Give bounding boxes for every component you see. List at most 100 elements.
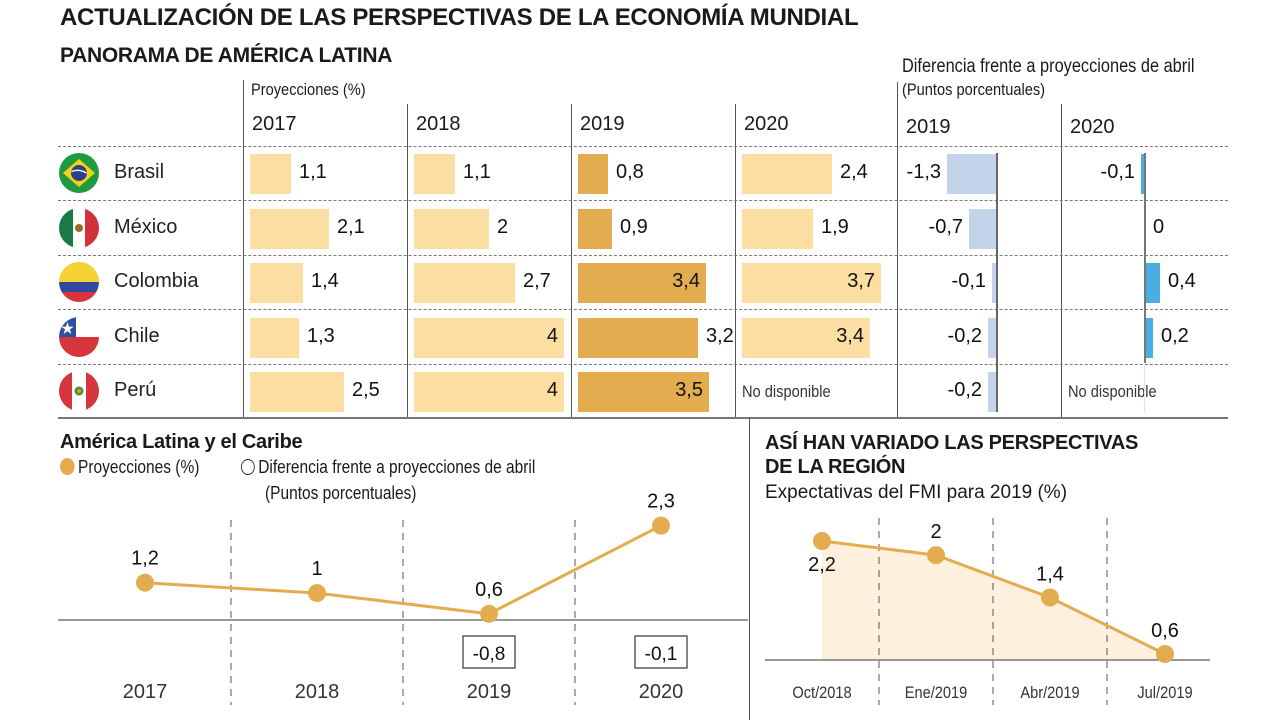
projection-value: 4 — [546, 325, 558, 347]
region-title-line2: DE LA REGIÓN — [765, 456, 906, 478]
col-header-diff-2019: 2019 — [906, 116, 951, 138]
country-name-mexico: México — [114, 216, 178, 238]
projection-value-label: 1 — [311, 558, 322, 580]
peru-flag-icon — [59, 371, 99, 411]
main-title: ACTUALIZACIÓN DE LAS PERSPECTIVAS DE LA … — [60, 4, 859, 31]
region-title-line1: ASÍ HAN VARIADO LAS PERSPECTIVAS — [765, 432, 1139, 454]
country-name-brasil: Brasil — [114, 161, 165, 183]
legend-difference-label: Diferencia frente a proyecciones de abri… — [258, 457, 536, 477]
projection-value: 1,9 — [821, 216, 849, 238]
diff-2020-bar — [1145, 318, 1153, 358]
expectation-point — [813, 532, 831, 550]
region-subtitle: Expectativas del FMI para 2019 (%) — [765, 482, 1068, 503]
projection-value: 3,7 — [847, 270, 875, 292]
diff-2019-value: -1,3 — [906, 161, 941, 183]
section-subtitle: PANORAMA DE AMÉRICA LATINA — [60, 44, 393, 67]
projection-bar — [414, 209, 489, 249]
expectation-value-label: 1,4 — [1036, 564, 1064, 586]
difference-box — [634, 635, 688, 669]
column-divider — [243, 80, 244, 418]
col-header-2018: 2018 — [416, 113, 461, 135]
expectation-value-label: 2 — [930, 521, 941, 543]
projection-bar — [250, 372, 344, 412]
projection-value: 4 — [546, 379, 558, 401]
projection-value: 1,3 — [307, 325, 335, 347]
col-header-2019: 2019 — [580, 113, 625, 135]
country-name-colombia: Colombia — [114, 270, 199, 292]
x-tick-label: Abr/2019 — [1020, 684, 1079, 702]
projection-bar — [250, 318, 299, 358]
legend-projections: Proyecciones (%) — [60, 457, 199, 478]
column-divider — [571, 104, 572, 418]
projection-bar — [578, 154, 608, 194]
expectation-point — [1156, 645, 1174, 663]
projection-point — [652, 516, 670, 535]
projection-bar — [742, 263, 881, 303]
x-tick-label: Oct/2018 — [792, 684, 851, 702]
brazil-flag-icon — [59, 153, 99, 193]
legend-dot-icon — [60, 458, 75, 475]
x-tick-label: Jul/2019 — [1137, 684, 1192, 702]
projection-point — [480, 604, 498, 623]
region-title: ASÍ HAN VARIADO LAS PERSPECTIVAS DE LA R… — [765, 431, 1138, 479]
diff-2019-value: -0,2 — [947, 379, 982, 401]
projection-bar — [414, 154, 455, 194]
projection-value-label: 2,3 — [647, 491, 675, 513]
diff-2019-bar — [992, 263, 996, 303]
projection-line — [144, 524, 662, 616]
projection-value: 3,2 — [706, 325, 734, 347]
diff-2019-value: -0,1 — [951, 270, 986, 292]
projection-value-label: 0,6 — [475, 579, 503, 601]
latam-title: América Latina y el Caribe — [60, 431, 303, 453]
diff-2019-bar — [988, 318, 996, 358]
projection-value: 1,1 — [299, 161, 327, 183]
projection-value: 1,1 — [463, 161, 491, 183]
table-bottom-border — [58, 417, 1228, 419]
x-tick-label: 2018 — [295, 681, 340, 703]
expectation-point — [1041, 588, 1059, 607]
projection-value: 2,1 — [337, 216, 365, 238]
projection-value: 3,4 — [672, 270, 700, 292]
row-divider — [58, 146, 1228, 147]
projection-bar — [578, 372, 709, 412]
expectation-line — [821, 539, 1166, 656]
projection-value: 0,8 — [616, 161, 644, 183]
not-available-label: No disponible — [742, 382, 831, 401]
diff-2020-value: 0,2 — [1161, 325, 1189, 347]
row-divider — [58, 255, 1228, 256]
diff-2020-value: -0,1 — [1100, 161, 1135, 183]
diff-2019-value: -0,7 — [928, 216, 963, 238]
projection-value: 3,5 — [675, 379, 703, 401]
projection-bar — [742, 154, 832, 194]
projection-bar — [742, 209, 813, 249]
not-available-label: No disponible — [1068, 382, 1157, 401]
projection-value-label: 1,2 — [131, 548, 159, 570]
diff-2020-bar — [1145, 263, 1160, 303]
projection-bar — [578, 209, 612, 249]
column-divider — [407, 104, 408, 418]
x-tick-label: 2020 — [639, 681, 684, 703]
projection-bar — [578, 263, 706, 303]
projection-value: 3,4 — [836, 325, 864, 347]
row-divider — [58, 364, 1228, 365]
x-tick-label: 2017 — [123, 681, 168, 703]
diff-2019-zero-axis — [996, 153, 998, 412]
diff-2020-bar — [1141, 154, 1145, 194]
col-header-2017: 2017 — [252, 113, 297, 135]
projection-bar — [250, 154, 291, 194]
projection-value: 2,5 — [352, 379, 380, 401]
x-tick-label: 2019 — [467, 681, 512, 703]
projection-value: 2,7 — [523, 270, 551, 292]
mexico-flag-icon — [59, 208, 99, 248]
column-divider — [1061, 104, 1062, 418]
legend-difference: Diferencia frente a proyecciones de abri… — [241, 457, 535, 478]
row-divider — [58, 309, 1228, 310]
diff-2019-value: -0,2 — [947, 325, 982, 347]
projection-point — [308, 584, 326, 603]
row-divider — [58, 200, 1228, 201]
difference-header: Diferencia frente a proyecciones de abri… — [902, 56, 1195, 77]
col-header-2020: 2020 — [744, 113, 789, 135]
diff-2019-bar — [969, 209, 996, 249]
